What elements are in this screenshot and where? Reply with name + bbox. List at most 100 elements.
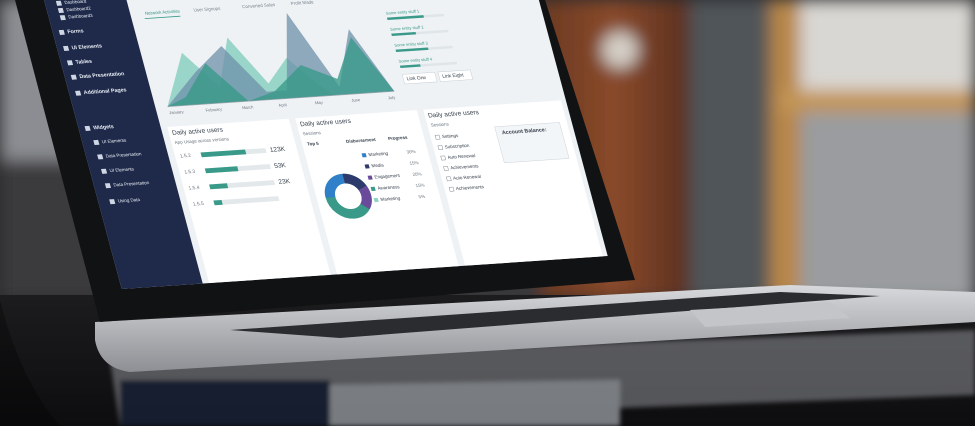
- button-label: Link One: [406, 75, 427, 82]
- table-header: Top 5: [306, 141, 319, 147]
- checkbox: [448, 186, 455, 192]
- sidebar: [40, 0, 203, 290]
- menu-item: Dashboard: [64, 0, 88, 5]
- tab: Profit Made: [290, 0, 315, 6]
- door-knob: [602, 32, 638, 68]
- checkbox: [440, 155, 447, 161]
- tab-underline: [144, 15, 181, 20]
- row-label: Awareness: [377, 184, 401, 190]
- menu-icon: [55, 0, 63, 6]
- menu-icon: [104, 183, 112, 189]
- shelf-back: [800, 0, 975, 90]
- menu-icon: [63, 45, 70, 51]
- menu-icon: [109, 199, 116, 205]
- row-value: 53K: [273, 162, 287, 170]
- table-header: Progress: [387, 135, 408, 141]
- row-value: 15%: [415, 183, 425, 188]
- usage-bar: [200, 149, 247, 158]
- menu-icon: [75, 90, 82, 96]
- entity-bar: [395, 47, 429, 53]
- reflection-screen: [120, 380, 330, 426]
- legend-swatch: [370, 186, 376, 191]
- vignette: [0, 300, 60, 426]
- menu-item: Data Presentation: [79, 71, 125, 80]
- menu-icon: [57, 7, 64, 14]
- row-value: 20%: [412, 171, 422, 176]
- row-label: 1.5.5: [192, 201, 205, 208]
- month-label: February: [205, 107, 223, 113]
- menu-icon: [66, 60, 74, 66]
- row-value: 15%: [409, 160, 419, 165]
- usage-bar: [209, 183, 229, 190]
- row-label: Marketing: [380, 196, 401, 202]
- menu-icon: [59, 15, 66, 21]
- row-label: Marketing: [368, 151, 389, 157]
- month-label: April: [278, 102, 287, 107]
- menu-icon: [97, 154, 104, 160]
- balance-label: Account Balance:: [501, 127, 547, 136]
- menu-icon: [101, 168, 108, 174]
- checkbox: [443, 166, 449, 171]
- panel-subtitle: Sessions: [430, 121, 450, 127]
- row-value: 30%: [406, 149, 416, 154]
- legend-swatch: [361, 153, 367, 158]
- row-label: 1.5.4: [188, 185, 201, 192]
- menu-item: UI Elements: [101, 138, 127, 145]
- menu-item: Data Presentation: [105, 151, 142, 158]
- row-label: Engagement: [374, 173, 401, 180]
- entity-bar: [399, 64, 421, 69]
- row-value: 123K: [269, 146, 287, 154]
- area-teal: [167, 37, 395, 107]
- menu-icon: [58, 29, 65, 35]
- check-label: Subscription: [444, 143, 470, 150]
- trackpad: [690, 302, 850, 327]
- entity-label: Some entity stuff 1: [385, 8, 420, 15]
- checkbox: [434, 134, 441, 140]
- month-label: June: [351, 97, 362, 103]
- checkbox: [437, 145, 444, 150]
- menu-item: Dashboard3: [68, 13, 94, 20]
- usage-bar: [204, 166, 239, 174]
- menu-item: Forms: [67, 28, 85, 35]
- button: [401, 71, 438, 85]
- menu-icon: [84, 125, 91, 131]
- wall-panel: [690, 0, 780, 300]
- row-value: 23K: [278, 178, 292, 186]
- entity-label: Some entity stuff 4: [398, 56, 433, 63]
- check-label: Settings: [441, 133, 459, 139]
- shelf-lower: [800, 112, 975, 302]
- entity-label: Some entity stuff 2: [389, 24, 424, 31]
- keyboard: [230, 292, 880, 338]
- entity-bar: [386, 15, 425, 21]
- row-label: 1.5.3: [184, 169, 197, 176]
- check-label: Achievements: [450, 163, 480, 170]
- menu-item: Dashboard2: [66, 6, 92, 13]
- legend-swatch: [364, 164, 370, 169]
- row-label: Media: [371, 163, 385, 169]
- tab: User Signups: [193, 6, 222, 13]
- screen: HomeDashboardDashboard2Dashboard3FormsUI…: [40, 0, 608, 290]
- menu-item: UI Elements: [109, 166, 135, 173]
- month-label: January: [169, 109, 186, 115]
- menu-item: Using Data: [117, 197, 141, 203]
- entity-bar: [391, 31, 417, 37]
- row-label: 1.5.2: [179, 153, 192, 160]
- panel-subtitle: Sessions: [302, 130, 322, 136]
- month-label: July: [387, 95, 396, 100]
- menu-item: Widgets: [93, 124, 115, 131]
- donut-purple: [358, 185, 372, 210]
- shelf: [780, 90, 975, 112]
- button: [437, 69, 474, 82]
- menu-icon: [93, 139, 100, 146]
- usage-track: [213, 196, 280, 206]
- donut-blue: [324, 173, 346, 198]
- table-header: Disbursement: [345, 137, 376, 144]
- reflection-screen-light: [330, 380, 620, 426]
- check-label: Auto Renewal: [447, 153, 476, 160]
- entity-label: Some entity stuff 3: [394, 40, 429, 47]
- panel-title: Daily active users: [427, 109, 480, 119]
- menu-item: Additional Pages: [83, 87, 127, 96]
- check-label: Achievements: [455, 184, 485, 191]
- shelf-post: [770, 0, 800, 300]
